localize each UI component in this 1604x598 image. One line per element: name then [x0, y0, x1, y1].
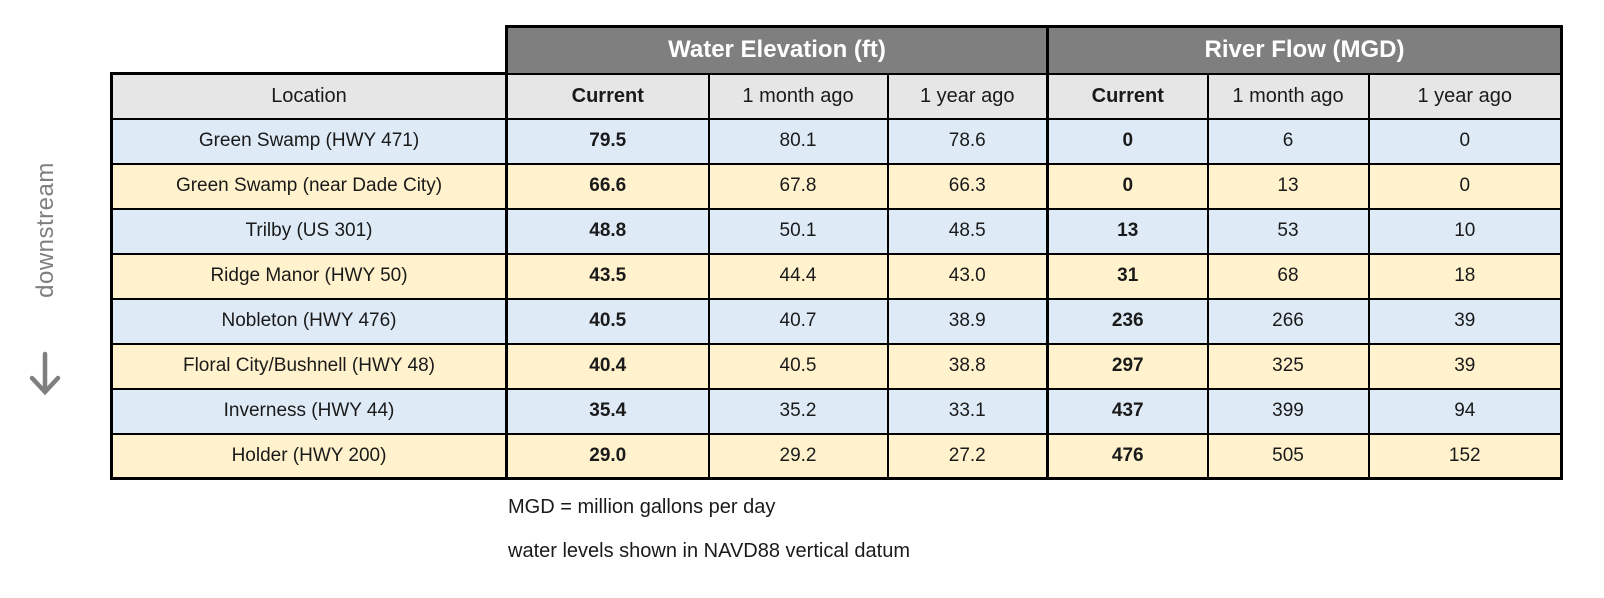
data-cell: 27.2 [886, 432, 1049, 480]
data-cell: 35.4 [505, 387, 710, 435]
location-cell: Floral City/Bushnell (HWY 48) [110, 342, 508, 390]
data-cell: 44.4 [707, 252, 889, 300]
data-cell: 66.3 [886, 162, 1049, 210]
data-cell: 18 [1367, 252, 1564, 300]
column-header-row: Location Current 1 month ago 1 year ago … [110, 72, 1564, 120]
location-cell: Holder (HWY 200) [110, 432, 508, 480]
data-cell: 67.8 [707, 162, 889, 210]
data-cell: 40.4 [505, 342, 710, 390]
data-cell: 78.6 [886, 117, 1049, 165]
data-cell: 38.8 [886, 342, 1049, 390]
table-row: Trilby (US 301) 48.8 50.1 48.5 13 53 10 [110, 207, 1564, 255]
data-cell: 29.2 [707, 432, 889, 480]
downstream-label: downstream [32, 162, 59, 298]
data-cell: 53 [1206, 207, 1370, 255]
data-cell: 10 [1367, 207, 1564, 255]
data-cell: 6 [1206, 117, 1370, 165]
note-vertical-datum: water levels shown in NAVD88 vertical da… [508, 540, 911, 562]
data-cell: 33.1 [886, 387, 1049, 435]
location-cell: Green Swamp (near Dade City) [110, 162, 508, 210]
location-cell: Green Swamp (HWY 471) [110, 117, 508, 165]
data-cell: 437 [1046, 387, 1209, 435]
table-row: Green Swamp (near Dade City) 66.6 67.8 66.3… [110, 162, 1564, 210]
group-header-water-elevation: Water Elevation (ft) [505, 25, 1049, 75]
data-cell: 0 [1046, 117, 1209, 165]
river-levels-table: Water Elevation (ft) River Flow (MGD) Lo… [110, 25, 1564, 480]
data-cell: 325 [1206, 342, 1370, 390]
column-header-elevation-1-month-ago: 1 month ago [707, 72, 889, 120]
data-cell: 152 [1367, 432, 1564, 480]
data-cell: 66.6 [505, 162, 710, 210]
data-cell: 297 [1046, 342, 1209, 390]
column-header-flow-1-month-ago: 1 month ago [1206, 72, 1370, 120]
data-cell: 236 [1046, 297, 1209, 345]
data-cell: 43.0 [886, 252, 1049, 300]
data-cell: 39 [1367, 297, 1564, 345]
data-cell: 476 [1046, 432, 1209, 480]
data-cell: 48.8 [505, 207, 710, 255]
table-row: Inverness (HWY 44) 35.4 35.2 33.1 437 399 94 [110, 387, 1564, 435]
data-cell: 43.5 [505, 252, 710, 300]
down-arrow-icon [27, 351, 63, 402]
table-row: Ridge Manor (HWY 50) 43.5 44.4 43.0 31 68 18 [110, 252, 1564, 300]
table-row: Holder (HWY 200) 29.0 29.2 27.2 476 505 152 [110, 432, 1564, 480]
table-row: Nobleton (HWY 476) 40.5 40.7 38.9 236 266 39 [110, 297, 1564, 345]
data-cell: 0 [1367, 117, 1564, 165]
note-mgd-definition: MGD = million gallons per day [508, 496, 776, 518]
location-cell: Ridge Manor (HWY 50) [110, 252, 508, 300]
location-cell: Nobleton (HWY 476) [110, 297, 508, 345]
data-cell: 13 [1046, 207, 1209, 255]
data-cell: 40.5 [707, 342, 889, 390]
data-cell: 29.0 [505, 432, 710, 480]
data-cell: 80.1 [707, 117, 889, 165]
location-cell: Inverness (HWY 44) [110, 387, 508, 435]
data-cell: 50.1 [707, 207, 889, 255]
group-header-river-flow: River Flow (MGD) [1045, 25, 1564, 75]
data-cell: 0 [1367, 162, 1564, 210]
column-header-flow-1-year-ago: 1 year ago [1367, 72, 1564, 120]
table-body: Green Swamp (HWY 471) 79.5 80.1 78.6 0 6 0 Gree… [110, 117, 1564, 480]
data-cell: 79.5 [505, 117, 710, 165]
group-header-row: Water Elevation (ft) River Flow (MGD) [112, 25, 1564, 75]
data-cell: 68 [1206, 252, 1370, 300]
data-cell: 38.9 [886, 297, 1049, 345]
data-cell: 399 [1206, 387, 1370, 435]
data-cell: 94 [1367, 387, 1564, 435]
column-header-elevation-1-year-ago: 1 year ago [886, 72, 1049, 120]
column-header-elevation-current: Current [505, 72, 710, 120]
data-cell: 13 [1206, 162, 1370, 210]
location-cell: Trilby (US 301) [110, 207, 508, 255]
corner-spacer [112, 27, 507, 74]
table-row: Green Swamp (HWY 471) 79.5 80.1 78.6 0 6 0 [110, 117, 1564, 165]
data-cell: 35.2 [707, 387, 889, 435]
data-cell: 39 [1367, 342, 1564, 390]
column-header-location: Location [110, 72, 508, 120]
data-cell: 505 [1206, 432, 1370, 480]
data-cell: 0 [1046, 162, 1209, 210]
column-header-flow-current: Current [1046, 72, 1209, 120]
data-cell: 266 [1206, 297, 1370, 345]
data-cell: 31 [1046, 252, 1209, 300]
table-row: Floral City/Bushnell (HWY 48) 40.4 40.5 38.… [110, 342, 1564, 390]
data-cell: 40.7 [707, 297, 889, 345]
data-cell: 48.5 [886, 207, 1049, 255]
data-cell: 40.5 [505, 297, 710, 345]
